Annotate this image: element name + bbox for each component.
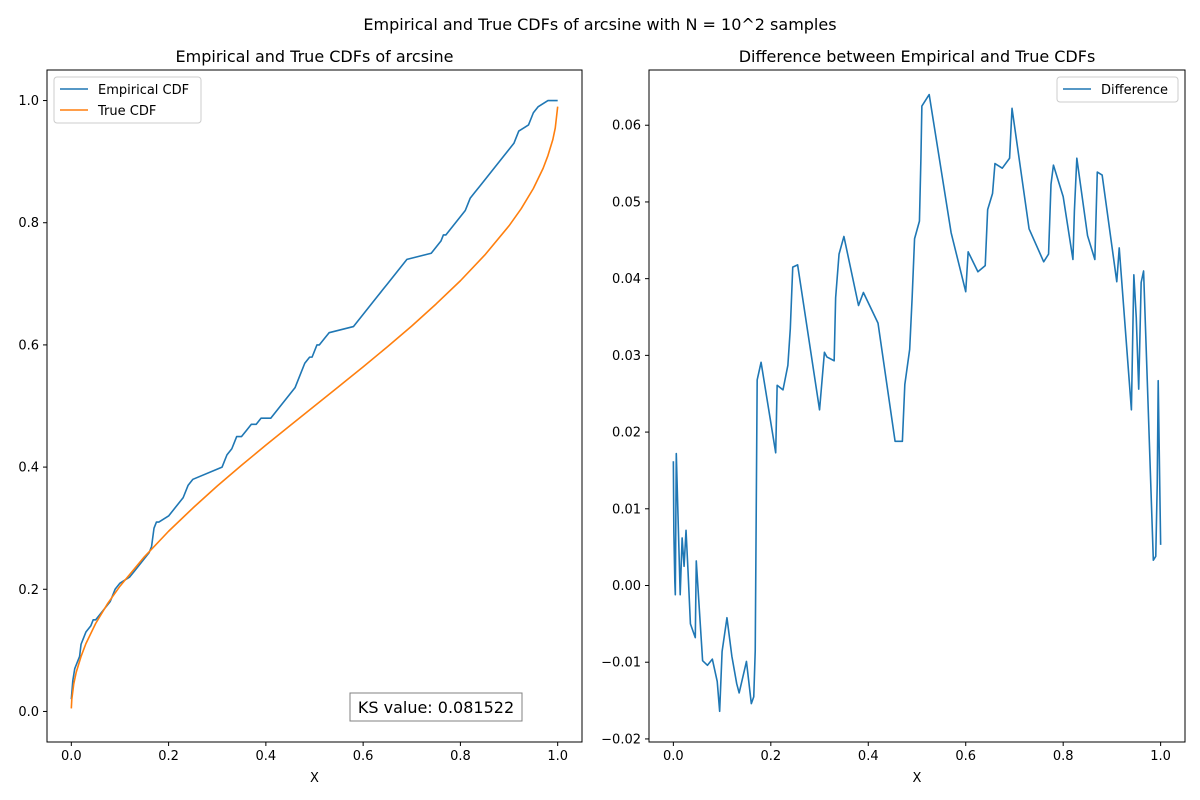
difference-y-tick-label: 0.02 xyxy=(612,426,641,441)
difference-x-tick-label: 1.0 xyxy=(1150,749,1171,764)
difference-x-tick-label: 0.0 xyxy=(663,749,684,764)
difference-x-ticks: 0.0 0.2 0.4 0.6 0.8 1.0 xyxy=(663,742,1171,764)
cdf-legend-box xyxy=(53,76,202,124)
figure-suptitle: Empirical and True CDFs of arcsine with … xyxy=(363,15,836,34)
cdf-y-ticks: 0.0 0.2 0.4 0.6 0.8 1.0 xyxy=(18,94,47,720)
difference-y-tick-label: 0.00 xyxy=(612,579,641,594)
difference-y-tick-label: 0.06 xyxy=(612,119,641,134)
difference-x-tick-label: 0.6 xyxy=(955,749,976,764)
cdf-y-tick-label: 0.4 xyxy=(18,461,39,476)
cdf-x-tick-label: 0.4 xyxy=(256,749,277,764)
difference-legend-box xyxy=(1056,76,1179,103)
series-line-empirical-cdf xyxy=(70,99,558,700)
difference-y-tick-label: 0.04 xyxy=(612,272,641,287)
cdf-plot-area xyxy=(70,99,559,709)
difference-plot-area xyxy=(672,93,1162,713)
difference-x-tick-label: 0.4 xyxy=(858,749,879,764)
legend-label-true-cdf: True CDF xyxy=(97,104,156,119)
difference-axes-frame xyxy=(648,69,1186,743)
cdf-y-tick-label: 0.8 xyxy=(18,216,39,231)
difference-x-tick-label: 0.8 xyxy=(1053,749,1074,764)
cdf-legend: Empirical CDF True CDF xyxy=(53,76,202,124)
ks-annotation-box xyxy=(349,692,523,722)
difference-x-tick-label: 0.2 xyxy=(760,749,781,764)
difference-y-tick-label: 0.03 xyxy=(612,349,641,364)
cdf-y-tick-label: 0.0 xyxy=(18,705,39,720)
ks-annotation: KS value: 0.081522 xyxy=(349,692,523,722)
ks-annotation-text: KS value: 0.081522 xyxy=(358,698,514,717)
cdf-x-axis-label: X xyxy=(310,771,319,786)
cdf-y-tick-label: 1.0 xyxy=(18,94,39,109)
series-line-true-cdf xyxy=(70,106,559,709)
legend-label-difference: Difference xyxy=(1101,83,1168,98)
cdf-axes-frame xyxy=(46,69,583,743)
cdf-x-tick-label: 0.6 xyxy=(353,749,374,764)
cdf-x-tick-label: 0.2 xyxy=(158,749,179,764)
cdf-axes-title: Empirical and True CDFs of arcsine xyxy=(176,47,454,66)
cdf-y-tick-label: 0.2 xyxy=(18,583,39,598)
cdf-axes: Empirical and True CDFs of arcsine 0.0 0.… xyxy=(18,47,583,786)
difference-axes-title: Difference between Empirical and True CD… xyxy=(739,47,1096,66)
difference-y-tick-label: 0.05 xyxy=(612,195,641,210)
difference-y-ticks: −0.02 −0.01 0.00 0.01 0.02 0.03 0.04 0.05 0.06 xyxy=(601,119,649,747)
difference-x-axis-label: X xyxy=(913,771,922,786)
difference-y-tick-label: −0.02 xyxy=(601,732,641,747)
legend-label-empirical-cdf: Empirical CDF xyxy=(98,83,189,98)
cdf-x-tick-label: 1.0 xyxy=(547,749,568,764)
cdf-x-tick-label: 0.8 xyxy=(450,749,471,764)
difference-y-tick-label: 0.01 xyxy=(612,502,641,517)
cdf-y-tick-label: 0.6 xyxy=(18,338,39,353)
difference-y-tick-label: −0.01 xyxy=(601,656,641,671)
cdf-x-ticks: 0.0 0.2 0.4 0.6 0.8 1.0 xyxy=(61,742,568,764)
difference-axes: Difference between Empirical and True CD… xyxy=(601,47,1186,786)
cdf-x-tick-label: 0.0 xyxy=(61,749,82,764)
series-line-difference xyxy=(672,93,1162,713)
difference-legend: Difference xyxy=(1056,76,1179,103)
